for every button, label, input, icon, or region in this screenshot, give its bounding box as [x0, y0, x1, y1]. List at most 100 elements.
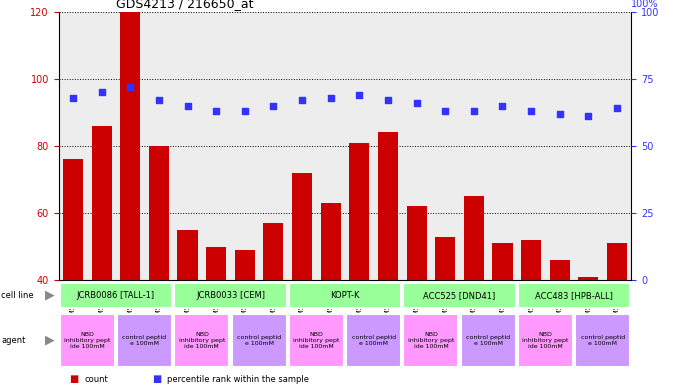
Bar	[92, 126, 112, 384]
Bar	[202, 12, 230, 280]
Point	[239, 108, 250, 114]
Bar	[117, 313, 172, 367]
Bar	[206, 247, 226, 384]
Bar	[145, 12, 173, 280]
Bar	[289, 313, 344, 367]
Bar	[232, 313, 286, 367]
Text: percentile rank within the sample: percentile rank within the sample	[167, 375, 309, 384]
Bar	[149, 146, 169, 384]
Bar	[259, 12, 288, 280]
Bar	[518, 283, 630, 308]
Text: JCRB0086 [TALL-1]: JCRB0086 [TALL-1]	[77, 291, 155, 300]
Bar	[404, 283, 515, 308]
Point	[411, 100, 422, 106]
Bar	[404, 313, 458, 367]
Point	[583, 113, 594, 119]
Text: NBD
inhibitory pept
ide 100mM: NBD inhibitory pept ide 100mM	[293, 332, 339, 349]
Text: ▶: ▶	[45, 334, 55, 347]
Point	[354, 92, 365, 98]
Bar	[435, 237, 455, 384]
Bar	[578, 277, 598, 384]
Point	[554, 111, 565, 117]
Point	[297, 97, 308, 103]
Bar	[346, 313, 401, 367]
Bar	[460, 12, 489, 280]
Text: GDS4213 / 216650_at: GDS4213 / 216650_at	[116, 0, 253, 10]
Text: NBD
inhibitory pept
ide 100mM: NBD inhibitory pept ide 100mM	[179, 332, 225, 349]
Bar	[175, 313, 229, 367]
Bar	[406, 207, 426, 384]
Bar	[546, 12, 574, 280]
Text: JCRB0033 [CEM]: JCRB0033 [CEM]	[196, 291, 265, 300]
Bar	[550, 260, 570, 384]
Bar	[521, 240, 541, 384]
Bar	[402, 12, 431, 280]
Bar	[116, 12, 145, 280]
Bar	[574, 12, 603, 280]
Text: control peptid
e 100mM: control peptid e 100mM	[581, 335, 624, 346]
Text: control peptid
e 100mM: control peptid e 100mM	[237, 335, 281, 346]
Text: ■: ■	[152, 374, 161, 384]
Point	[440, 108, 451, 114]
Bar	[489, 12, 517, 280]
Text: ■: ■	[69, 374, 78, 384]
Text: NBD
inhibitory pept
ide 100mM: NBD inhibitory pept ide 100mM	[408, 332, 454, 349]
Point	[526, 108, 537, 114]
Text: KOPT-K: KOPT-K	[331, 291, 359, 300]
Point	[210, 108, 221, 114]
Bar	[60, 283, 172, 308]
Text: agent: agent	[1, 336, 26, 345]
Bar	[173, 12, 202, 280]
Text: count: count	[84, 375, 108, 384]
Bar	[431, 12, 460, 280]
Point	[125, 84, 136, 90]
Point	[382, 97, 393, 103]
Point	[611, 105, 622, 111]
Point	[96, 89, 107, 95]
Bar	[321, 203, 341, 384]
Text: 100%: 100%	[631, 0, 659, 9]
Bar	[175, 283, 286, 308]
Bar	[63, 159, 83, 384]
Bar	[264, 223, 284, 384]
Text: NBD
inhibitory pept
ide 100mM: NBD inhibitory pept ide 100mM	[64, 332, 110, 349]
Bar	[517, 12, 546, 280]
Bar	[345, 12, 374, 280]
Bar	[288, 12, 316, 280]
Bar	[461, 313, 515, 367]
Bar	[607, 243, 627, 384]
Bar	[59, 12, 87, 280]
Bar	[464, 196, 484, 384]
Text: control peptid
e 100mM: control peptid e 100mM	[352, 335, 395, 346]
Text: ▶: ▶	[45, 289, 55, 302]
Point	[68, 94, 79, 101]
Point	[325, 94, 336, 101]
Text: NBD
inhibitory pept
ide 100mM: NBD inhibitory pept ide 100mM	[522, 332, 569, 349]
Text: ACC525 [DND41]: ACC525 [DND41]	[424, 291, 495, 300]
Bar	[316, 12, 345, 280]
Bar	[177, 230, 197, 384]
Text: ACC483 [HPB-ALL]: ACC483 [HPB-ALL]	[535, 291, 613, 300]
Bar	[518, 313, 573, 367]
Text: control peptid
e 100mM: control peptid e 100mM	[466, 335, 510, 346]
Bar	[603, 12, 631, 280]
Point	[497, 103, 508, 109]
Bar	[378, 132, 398, 384]
Bar	[575, 313, 630, 367]
Bar	[87, 12, 116, 280]
Point	[268, 103, 279, 109]
Point	[182, 103, 193, 109]
Point	[153, 97, 164, 103]
Bar	[235, 250, 255, 384]
Bar	[289, 283, 401, 308]
Bar	[292, 173, 312, 384]
Bar	[349, 142, 369, 384]
Bar	[493, 243, 513, 384]
Point	[469, 108, 480, 114]
Bar	[374, 12, 402, 280]
Bar	[230, 12, 259, 280]
Bar	[60, 313, 115, 367]
Text: cell line: cell line	[1, 291, 34, 300]
Text: control peptid
e 100mM: control peptid e 100mM	[123, 335, 166, 346]
Bar	[120, 12, 140, 384]
